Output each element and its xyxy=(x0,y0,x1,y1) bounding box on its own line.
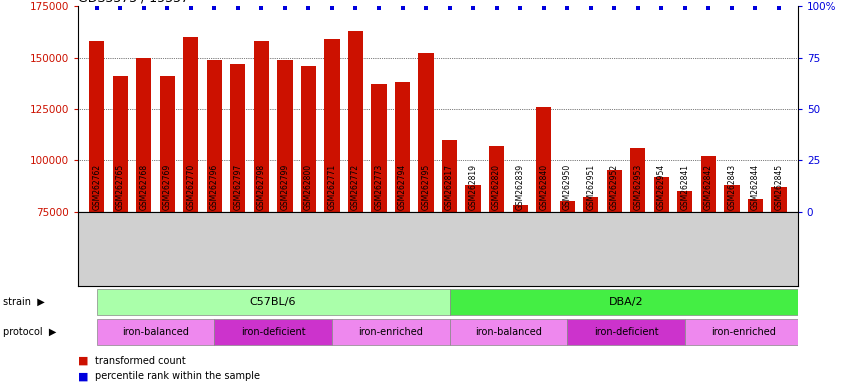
Text: percentile rank within the sample: percentile rank within the sample xyxy=(95,371,260,381)
Bar xyxy=(567,319,685,345)
Bar xyxy=(449,319,567,345)
Bar xyxy=(214,319,332,345)
Bar xyxy=(419,53,434,212)
Bar xyxy=(654,177,669,212)
Bar xyxy=(254,41,269,212)
Bar xyxy=(348,31,363,212)
Bar xyxy=(700,156,716,212)
Text: GDS3373 / 15337: GDS3373 / 15337 xyxy=(78,0,189,5)
Bar xyxy=(607,170,622,212)
Bar xyxy=(449,289,803,315)
Bar xyxy=(136,58,151,212)
Bar xyxy=(371,84,387,212)
Bar xyxy=(513,205,528,212)
Bar xyxy=(630,148,645,212)
Bar xyxy=(113,76,128,212)
Text: iron-balanced: iron-balanced xyxy=(475,327,541,337)
Bar xyxy=(230,64,245,212)
Text: iron-enriched: iron-enriched xyxy=(711,327,776,337)
Bar xyxy=(677,191,693,212)
Text: strain  ▶: strain ▶ xyxy=(3,297,44,307)
Bar xyxy=(748,199,763,212)
Bar xyxy=(206,60,222,212)
Bar xyxy=(489,146,504,212)
Text: iron-deficient: iron-deficient xyxy=(241,327,305,337)
Bar xyxy=(724,185,739,212)
Bar xyxy=(332,319,449,345)
Text: ■: ■ xyxy=(78,371,88,381)
Bar xyxy=(96,289,449,315)
Bar xyxy=(559,201,574,212)
Bar xyxy=(89,41,104,212)
Bar xyxy=(583,197,598,212)
Bar xyxy=(465,185,481,212)
Text: C57BL/6: C57BL/6 xyxy=(250,297,296,307)
Text: iron-balanced: iron-balanced xyxy=(122,327,189,337)
Text: protocol  ▶: protocol ▶ xyxy=(3,327,56,337)
Text: DBA/2: DBA/2 xyxy=(609,297,643,307)
Bar xyxy=(160,76,175,212)
Text: ■: ■ xyxy=(78,356,88,366)
Bar xyxy=(183,37,199,212)
Bar xyxy=(277,60,293,212)
Text: iron-enriched: iron-enriched xyxy=(359,327,423,337)
Bar xyxy=(395,82,410,212)
Text: iron-deficient: iron-deficient xyxy=(594,327,658,337)
Text: transformed count: transformed count xyxy=(95,356,185,366)
Bar xyxy=(442,140,457,212)
Bar xyxy=(301,66,316,212)
Bar xyxy=(324,39,339,212)
Bar xyxy=(536,107,552,212)
Bar xyxy=(685,319,803,345)
Bar xyxy=(96,319,214,345)
Bar xyxy=(772,187,787,212)
